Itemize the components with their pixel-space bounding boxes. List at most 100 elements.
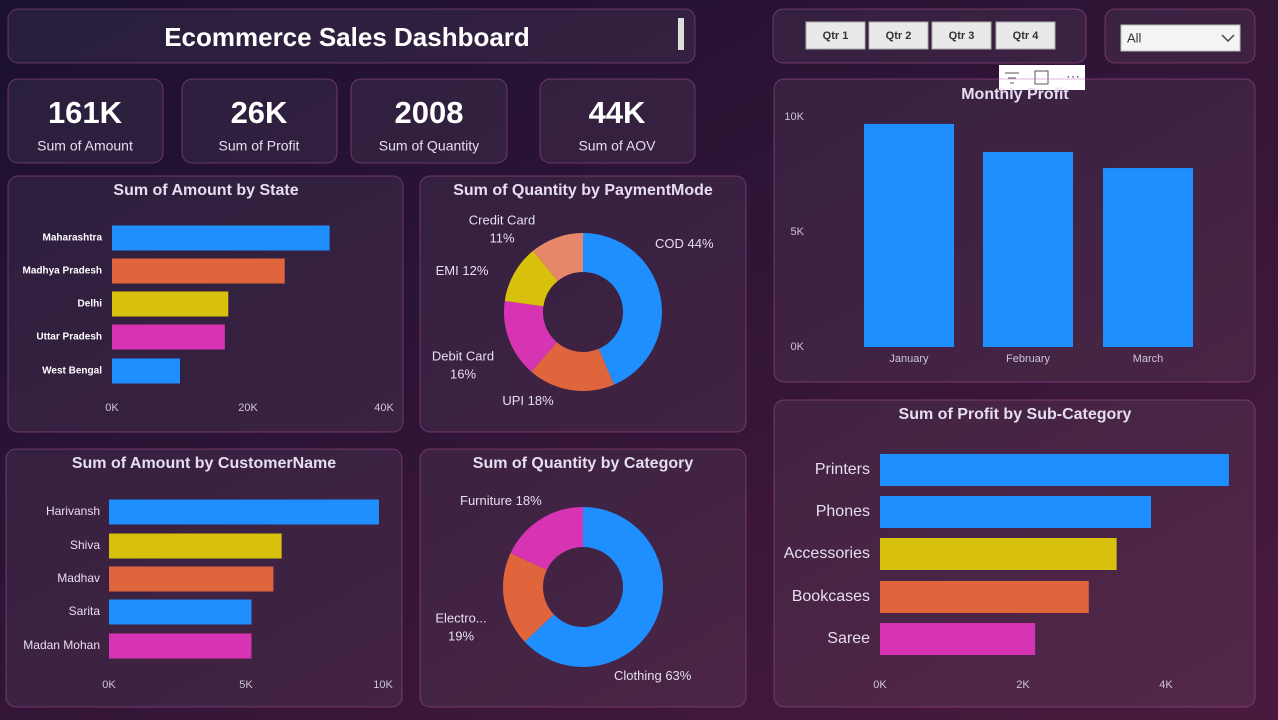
- qtr-button[interactable]: [805, 21, 866, 50]
- slice-value-label: 11%: [489, 230, 514, 245]
- bar: [112, 258, 285, 284]
- kpi-card: [7, 78, 164, 164]
- x-tick-label: March: [1133, 353, 1164, 365]
- donut-slice: [503, 300, 557, 372]
- slice-category: Furniture: [460, 493, 512, 508]
- bar: [880, 623, 1036, 655]
- x-tick-label: 4K: [1159, 679, 1173, 691]
- kpi-label: Sum of Quantity: [379, 138, 479, 154]
- chart-title: Sum of Quantity by PaymentMode: [453, 182, 713, 199]
- bar: [112, 324, 225, 350]
- donut-slice: [531, 342, 615, 391]
- kpi-card: [181, 78, 338, 164]
- x-tick-label: 5K: [239, 679, 253, 691]
- bar: [109, 533, 282, 559]
- kpi-value: 44K: [589, 95, 646, 130]
- slice-label: UPI 18%: [502, 393, 554, 408]
- slice-label: EMI 12%: [436, 263, 489, 278]
- visual-toolbar: ···: [999, 65, 1085, 90]
- x-tick-label: 0K: [873, 679, 887, 691]
- y-tick-label: 5K: [791, 226, 805, 238]
- slice-value-label: 12%: [462, 263, 488, 278]
- bar: [880, 538, 1117, 570]
- category-label: Madan Mohan: [23, 638, 100, 652]
- qtr-button-label: Qtr 3: [949, 30, 975, 42]
- slice-category: Clothing: [614, 668, 662, 683]
- kpi-label: Sum of Profit: [219, 138, 300, 154]
- bar: [864, 123, 954, 348]
- y-tick-label: 10K: [784, 111, 804, 123]
- donut-slice: [583, 233, 662, 385]
- slice-label: COD 44%: [655, 236, 714, 251]
- slice-label: Electro...: [435, 610, 486, 625]
- slice-value-label: 18%: [528, 393, 554, 408]
- slice-label: Debit Card: [432, 348, 494, 363]
- category-label: Sarita: [69, 604, 101, 618]
- kpi-label: Sum of AOV: [578, 138, 656, 154]
- kpi-card: [350, 78, 508, 164]
- category-label: Saree: [827, 630, 870, 647]
- donut-slice: [533, 233, 583, 282]
- x-tick-label: February: [1006, 353, 1051, 365]
- category-label: West Bengal: [42, 366, 102, 377]
- slice-label: Credit Card: [469, 212, 535, 227]
- qtr-button[interactable]: [995, 21, 1056, 50]
- category-label: Harivansh: [46, 504, 100, 518]
- bar: [109, 633, 252, 659]
- category-label: Delhi: [78, 299, 103, 310]
- bar: [880, 581, 1089, 613]
- donut-slice: [510, 507, 583, 570]
- title-panel: [7, 8, 696, 64]
- kpi-card: [539, 78, 696, 164]
- chart-title: Monthly Profit: [961, 86, 1069, 103]
- x-tick-label: 0K: [102, 679, 116, 691]
- x-tick-label: 2K: [1016, 679, 1030, 691]
- chart-title: Sum of Amount by State: [113, 182, 298, 199]
- y-tick-label: 0K: [791, 341, 805, 353]
- more-icon[interactable]: ···: [1066, 68, 1080, 84]
- bar: [109, 566, 274, 592]
- kpi-label: Sum of Amount: [37, 138, 133, 154]
- slice-value-label: 63%: [665, 668, 691, 683]
- slice-label: Clothing 63%: [614, 668, 692, 683]
- bar: [1103, 168, 1193, 347]
- qtr-button-label: Qtr 2: [886, 30, 912, 42]
- bar: [983, 151, 1073, 347]
- category-label: Maharashtra: [43, 233, 103, 244]
- dropdown-value: All: [1127, 30, 1142, 45]
- donut-slice: [524, 507, 663, 668]
- kpi-value: 2008: [395, 95, 464, 130]
- bar: [109, 499, 379, 525]
- chart-title: Sum of Amount by CustomerName: [72, 455, 336, 472]
- slice-category: UPI: [502, 393, 524, 408]
- bar: [880, 454, 1229, 486]
- filter-icon[interactable]: [1005, 72, 1019, 84]
- chevron: [1221, 34, 1235, 43]
- donut-slice: [504, 250, 558, 307]
- chart-title: Sum of Quantity by Category: [473, 455, 694, 472]
- focus-icon[interactable]: [1034, 70, 1049, 85]
- dropdown[interactable]: [1120, 24, 1241, 52]
- category-label: Printers: [815, 461, 870, 478]
- qtr-button[interactable]: [868, 21, 929, 50]
- dashboard-title: Ecommerce Sales Dashboard: [164, 22, 530, 52]
- x-tick-label: 40K: [374, 402, 394, 414]
- category-label: Uttar Pradesh: [36, 332, 102, 343]
- qtr-button-label: Qtr 1: [823, 30, 849, 42]
- qtr-button-label: Qtr 4: [1013, 30, 1040, 42]
- chart-panel: [419, 448, 747, 708]
- chart-panel: [419, 175, 747, 433]
- slice-category: COD: [655, 236, 684, 251]
- bar: [880, 496, 1151, 528]
- kpi-value: 26K: [231, 95, 288, 130]
- category-label: Shiva: [70, 538, 100, 552]
- qtr-button[interactable]: [931, 21, 992, 50]
- slice-value-label: 18%: [516, 493, 542, 508]
- category-label: Madhya Pradesh: [23, 266, 102, 277]
- bar: [112, 291, 229, 317]
- x-tick-label: January: [889, 353, 929, 365]
- bar: [112, 225, 330, 251]
- slice-category: EMI: [436, 263, 459, 278]
- x-tick-label: 10K: [373, 679, 393, 691]
